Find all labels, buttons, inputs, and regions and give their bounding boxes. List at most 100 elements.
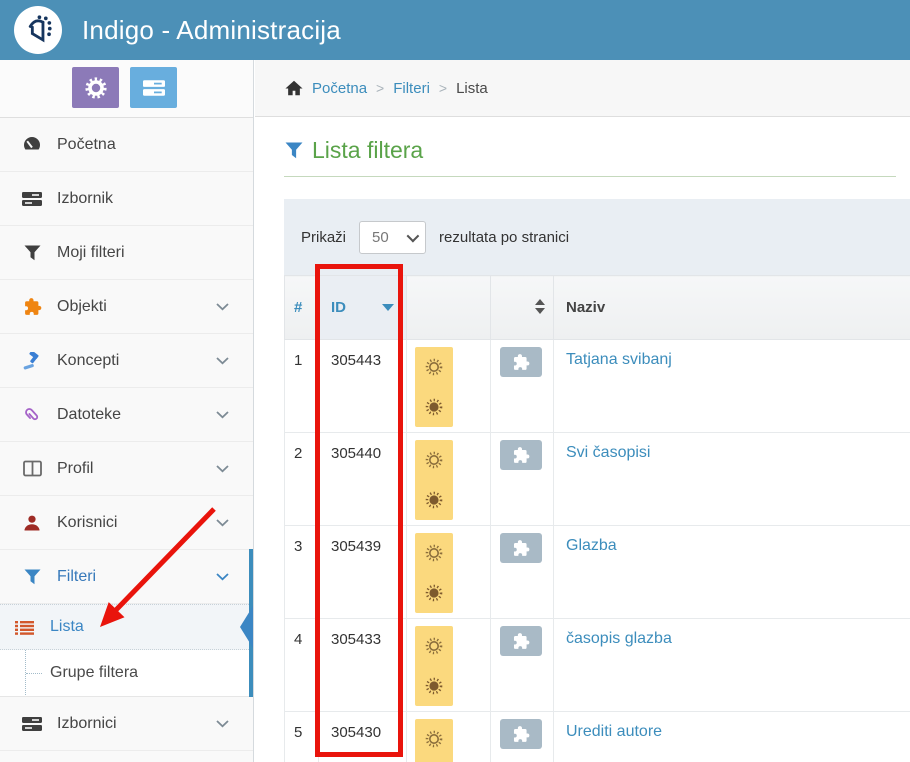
objects-button[interactable] — [500, 440, 542, 470]
sidebar-item-datoteke[interactable]: Datoteke — [0, 388, 253, 442]
puzzle-icon — [513, 354, 530, 370]
page-title: Lista filtera — [312, 136, 424, 163]
chevron-down-icon — [406, 229, 420, 242]
sun-filled-icon — [425, 584, 443, 602]
column-header-sortable[interactable] — [490, 275, 554, 340]
sidebar-item-pocetna[interactable]: Početna — [0, 118, 253, 172]
puzzle-icon — [513, 726, 530, 742]
breadcrumb-separator: > — [376, 80, 385, 96]
table-row: 1 305443 — [284, 339, 910, 433]
sidebar-item-label: Koncepti — [57, 351, 120, 369]
sidebar-item-lista[interactable]: Lista — [0, 604, 253, 650]
objects-button[interactable] — [500, 719, 542, 749]
row-id: 305439 — [318, 525, 407, 619]
filter-icon — [20, 569, 44, 585]
filter-icon — [20, 245, 44, 261]
paperclip-icon — [20, 406, 44, 424]
run-filter-button[interactable] — [415, 347, 453, 387]
indigo-logo — [14, 6, 62, 54]
sidebar-item-korisnici[interactable]: Korisnici — [0, 496, 253, 550]
tree-branch — [26, 673, 42, 674]
sun-outline-icon — [425, 637, 443, 655]
sidebar-item-koncepti[interactable]: Koncepti — [0, 334, 253, 388]
row-id: 305430 — [318, 711, 407, 762]
run-filter-filled-button[interactable] — [415, 573, 453, 613]
sidebar-item-label: Početna — [57, 135, 116, 153]
puzzle-icon — [513, 540, 530, 556]
sidebar-item-izbornici[interactable]: Izbornici — [0, 697, 253, 751]
sidebar-item-label: Moji filteri — [57, 243, 125, 261]
run-filter-button[interactable] — [415, 626, 453, 666]
menu-bars-icon — [20, 191, 44, 207]
run-filter-button[interactable] — [415, 533, 453, 573]
breadcrumb: Početna > Filteri > Lista — [255, 60, 910, 117]
filter-name-link[interactable]: Urediti autore — [566, 723, 663, 740]
sun-filled-icon — [425, 491, 443, 509]
objects-button[interactable] — [500, 347, 542, 377]
settings-button[interactable] — [72, 67, 119, 108]
filter-name-link[interactable]: Glazba — [566, 537, 617, 554]
column-header-num[interactable]: # — [284, 275, 319, 340]
sun-outline-icon — [425, 730, 443, 748]
breadcrumb-link-pocetna[interactable]: Početna — [312, 79, 368, 97]
chevron-down-icon — [216, 410, 229, 419]
table-row: 5 305430 — [284, 711, 910, 762]
run-filter-button[interactable] — [415, 440, 453, 480]
row-id: 305440 — [318, 432, 407, 526]
filter-name-link[interactable]: Tatjana svibanj — [566, 351, 672, 368]
sidebar-item-label: Objekti — [57, 297, 107, 315]
row-number: 4 — [284, 618, 319, 712]
sidebar-item-label: Grupe filtera — [50, 664, 139, 681]
filter-name-link[interactable]: časopis glazba — [566, 630, 672, 647]
filter-name-link[interactable]: Svi časopisi — [566, 444, 651, 461]
row-number: 5 — [284, 711, 319, 762]
sidebar-item-objekti[interactable]: Objekti — [0, 280, 253, 334]
sidebar-item-label: Profil — [57, 459, 94, 477]
objects-button[interactable] — [500, 533, 542, 563]
run-filter-filled-button[interactable] — [415, 759, 453, 762]
gear-icon — [84, 76, 107, 99]
sun-filled-icon — [425, 398, 443, 416]
breadcrumb-link-filteri[interactable]: Filteri — [393, 79, 430, 97]
row-id: 305433 — [318, 618, 407, 712]
menu-toggle-button[interactable] — [130, 67, 177, 108]
table-header-row: # ID Naziv — [284, 275, 910, 340]
sidebar-item-label: Korisnici — [57, 513, 118, 531]
user-icon — [20, 514, 44, 532]
page-size-select[interactable]: 50 — [359, 220, 427, 254]
show-label: Prikaži — [301, 228, 347, 246]
column-header-actions[interactable] — [406, 275, 491, 340]
run-filter-button[interactable] — [415, 719, 453, 759]
sidebar-item-grupe-filtera[interactable]: Grupe filtera — [0, 650, 253, 697]
sidebar: Početna Izbornik Moji filteri Objekti — [0, 60, 254, 762]
row-number: 3 — [284, 525, 319, 619]
sidebar-item-profil[interactable]: Profil — [0, 442, 253, 496]
home-icon — [285, 80, 303, 96]
column-header-naziv[interactable]: Naziv — [553, 275, 910, 340]
breadcrumb-current: Lista — [456, 79, 488, 97]
columns-icon — [20, 460, 44, 477]
results-label: rezultata po stranici — [439, 228, 570, 246]
app-title: Indigo - Administracija — [82, 14, 341, 45]
menu-bars-icon — [20, 716, 44, 732]
sort-desc-icon — [382, 304, 394, 311]
run-filter-filled-button[interactable] — [415, 387, 453, 427]
chevron-down-icon — [216, 719, 229, 728]
page-title-row: Lista filtera — [255, 136, 910, 164]
chevron-down-icon — [216, 572, 229, 581]
table-row: 4 305433 — [284, 618, 910, 712]
table-row: 2 305440 — [284, 432, 910, 526]
sidebar-item-filteri[interactable]: Filteri — [0, 550, 253, 604]
table-controls: Prikaži 50 rezultata po stranici — [284, 199, 910, 275]
run-filter-filled-button[interactable] — [415, 480, 453, 520]
active-item-marker — [240, 606, 253, 648]
row-number: 1 — [284, 339, 319, 433]
sidebar-item-moji-filteri[interactable]: Moji filteri — [0, 226, 253, 280]
sun-filled-icon — [425, 677, 443, 695]
column-header-id[interactable]: ID — [318, 275, 407, 340]
run-filter-filled-button[interactable] — [415, 666, 453, 706]
sidebar-item-izbornik[interactable]: Izbornik — [0, 172, 253, 226]
sidebar-item-label: Izbornici — [57, 714, 117, 732]
tree-line — [25, 604, 26, 697]
objects-button[interactable] — [500, 626, 542, 656]
